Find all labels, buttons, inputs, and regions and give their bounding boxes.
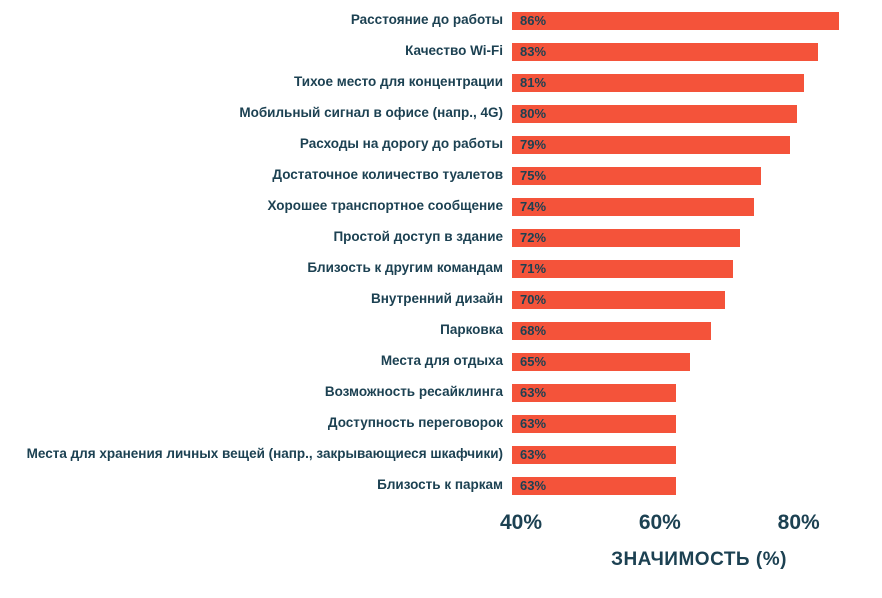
bar-track: 72% xyxy=(512,228,882,247)
bar-track: 63% xyxy=(512,476,882,495)
bar-track: 63% xyxy=(512,414,882,433)
bar: 71% xyxy=(512,259,733,278)
bar: 63% xyxy=(512,414,676,433)
bar: 65% xyxy=(512,352,690,371)
bar-row: Достаточное количество туалетов 75% xyxy=(0,160,882,191)
x-axis-tick-label: 80% xyxy=(777,511,820,534)
category-label: Простой доступ в здание xyxy=(333,229,503,245)
bar-track: 68% xyxy=(512,321,882,340)
bar-row: Возможность ресайклинга 63% xyxy=(0,377,882,408)
bar-value-label: 63% xyxy=(520,478,547,493)
category-label: Тихое место для концентрации xyxy=(294,74,503,90)
bar-track: 81% xyxy=(512,73,882,92)
bar-row: Простой доступ в здание 72% xyxy=(0,222,882,253)
category-label: Парковка xyxy=(440,322,503,338)
bar-row: Парковка 68% xyxy=(0,315,882,346)
bar-row: Расстояние до работы 86% xyxy=(0,5,882,36)
bar-value-label: 71% xyxy=(520,261,547,276)
category-label: Достаточное количество туалетов xyxy=(272,167,503,183)
bar-row: Близость к паркам 63% xyxy=(0,470,882,501)
bar: 81% xyxy=(512,73,804,92)
bar: 63% xyxy=(512,445,676,464)
category-label: Близость к паркам xyxy=(377,477,503,493)
bar-value-label: 86% xyxy=(520,13,547,28)
category-label: Расстояние до работы xyxy=(350,12,503,28)
bar: 70% xyxy=(512,290,726,309)
bar-value-label: 83% xyxy=(520,44,547,59)
bar-track: 75% xyxy=(512,166,882,185)
bar-value-label: 70% xyxy=(520,292,547,307)
x-axis-tick-label: 40% xyxy=(499,511,543,534)
bar-value-label: 79% xyxy=(520,137,547,152)
bar-row: Близость к другим командам 71% xyxy=(0,253,882,284)
category-label: Мобильный сигнал в офисе (напр., 4G) xyxy=(239,105,503,121)
category-label: Доступность переговорок xyxy=(327,415,503,431)
bar-row: Места для отдыха 65% xyxy=(0,346,882,377)
bar: 75% xyxy=(512,166,762,185)
bar-row: Места для хранения личных вещей (напр., … xyxy=(0,439,882,470)
bar-value-label: 81% xyxy=(520,75,547,90)
bar-track: 63% xyxy=(512,383,882,402)
bar-row: Хорошее транспортное сообщение 74% xyxy=(0,191,882,222)
bar-row: Тихое место для концентрации 81% xyxy=(0,67,882,98)
bar-row: Качество Wi-Fi 83% xyxy=(0,36,882,67)
category-label: Места для хранения личных вещей (напр., … xyxy=(26,446,503,462)
bar: 74% xyxy=(512,197,754,216)
bar-row: Расходы на дорогу до работы 79% xyxy=(0,129,882,160)
category-label: Качество Wi-Fi xyxy=(405,43,503,59)
bar-track: 70% xyxy=(512,290,882,309)
bar-value-label: 80% xyxy=(520,106,547,121)
category-label: Расходы на дорогу до работы xyxy=(299,136,503,152)
bar-track: 86% xyxy=(512,11,882,30)
bar-value-label: 63% xyxy=(520,385,547,400)
category-label: Хорошее транспортное сообщение xyxy=(267,198,503,214)
bar-track: 71% xyxy=(512,259,882,278)
bar: 86% xyxy=(512,11,840,30)
bar: 72% xyxy=(512,228,740,247)
bar: 80% xyxy=(512,104,797,123)
bar: 68% xyxy=(512,321,712,340)
bar-value-label: 68% xyxy=(520,323,547,338)
bar-track: 63% xyxy=(512,445,882,464)
category-label: Внутренний дизайн xyxy=(371,291,503,307)
bar-value-label: 63% xyxy=(520,447,547,462)
category-label: Места для отдыха xyxy=(380,353,503,369)
bar-row: Мобильный сигнал в офисе (напр., 4G) 80% xyxy=(0,98,882,129)
bar-track: 74% xyxy=(512,197,882,216)
bar-row: Внутренний дизайн 70% xyxy=(0,284,882,315)
bar: 63% xyxy=(512,476,676,495)
x-axis-title: ЗНАЧИМОСТЬ (%) xyxy=(611,549,787,570)
bar-row: Доступность переговорок 63% xyxy=(0,408,882,439)
bar-track: 79% xyxy=(512,135,882,154)
bar: 63% xyxy=(512,383,676,402)
category-label: Возможность ресайклинга xyxy=(324,384,503,400)
bar-track: 83% xyxy=(512,42,882,61)
bar-value-label: 65% xyxy=(520,354,547,369)
bar-value-label: 72% xyxy=(520,230,547,245)
bar-value-label: 75% xyxy=(520,168,547,183)
bar-track: 65% xyxy=(512,352,882,371)
bar-value-label: 63% xyxy=(520,416,547,431)
importance-bar-chart: Расстояние до работы 86% Качество Wi-Fi 83%… xyxy=(0,5,882,571)
bar-value-label: 74% xyxy=(520,199,547,214)
bar: 83% xyxy=(512,42,818,61)
category-label: Близость к другим командам xyxy=(307,260,503,276)
bar-rows: Расстояние до работы 86% Качество Wi-Fi 83%… xyxy=(0,5,882,501)
bar: 79% xyxy=(512,135,790,154)
bar-track: 80% xyxy=(512,104,882,123)
x-axis-ticks: 40% 60% 80% xyxy=(500,507,882,549)
x-axis-tick-label: 60% xyxy=(638,511,681,534)
